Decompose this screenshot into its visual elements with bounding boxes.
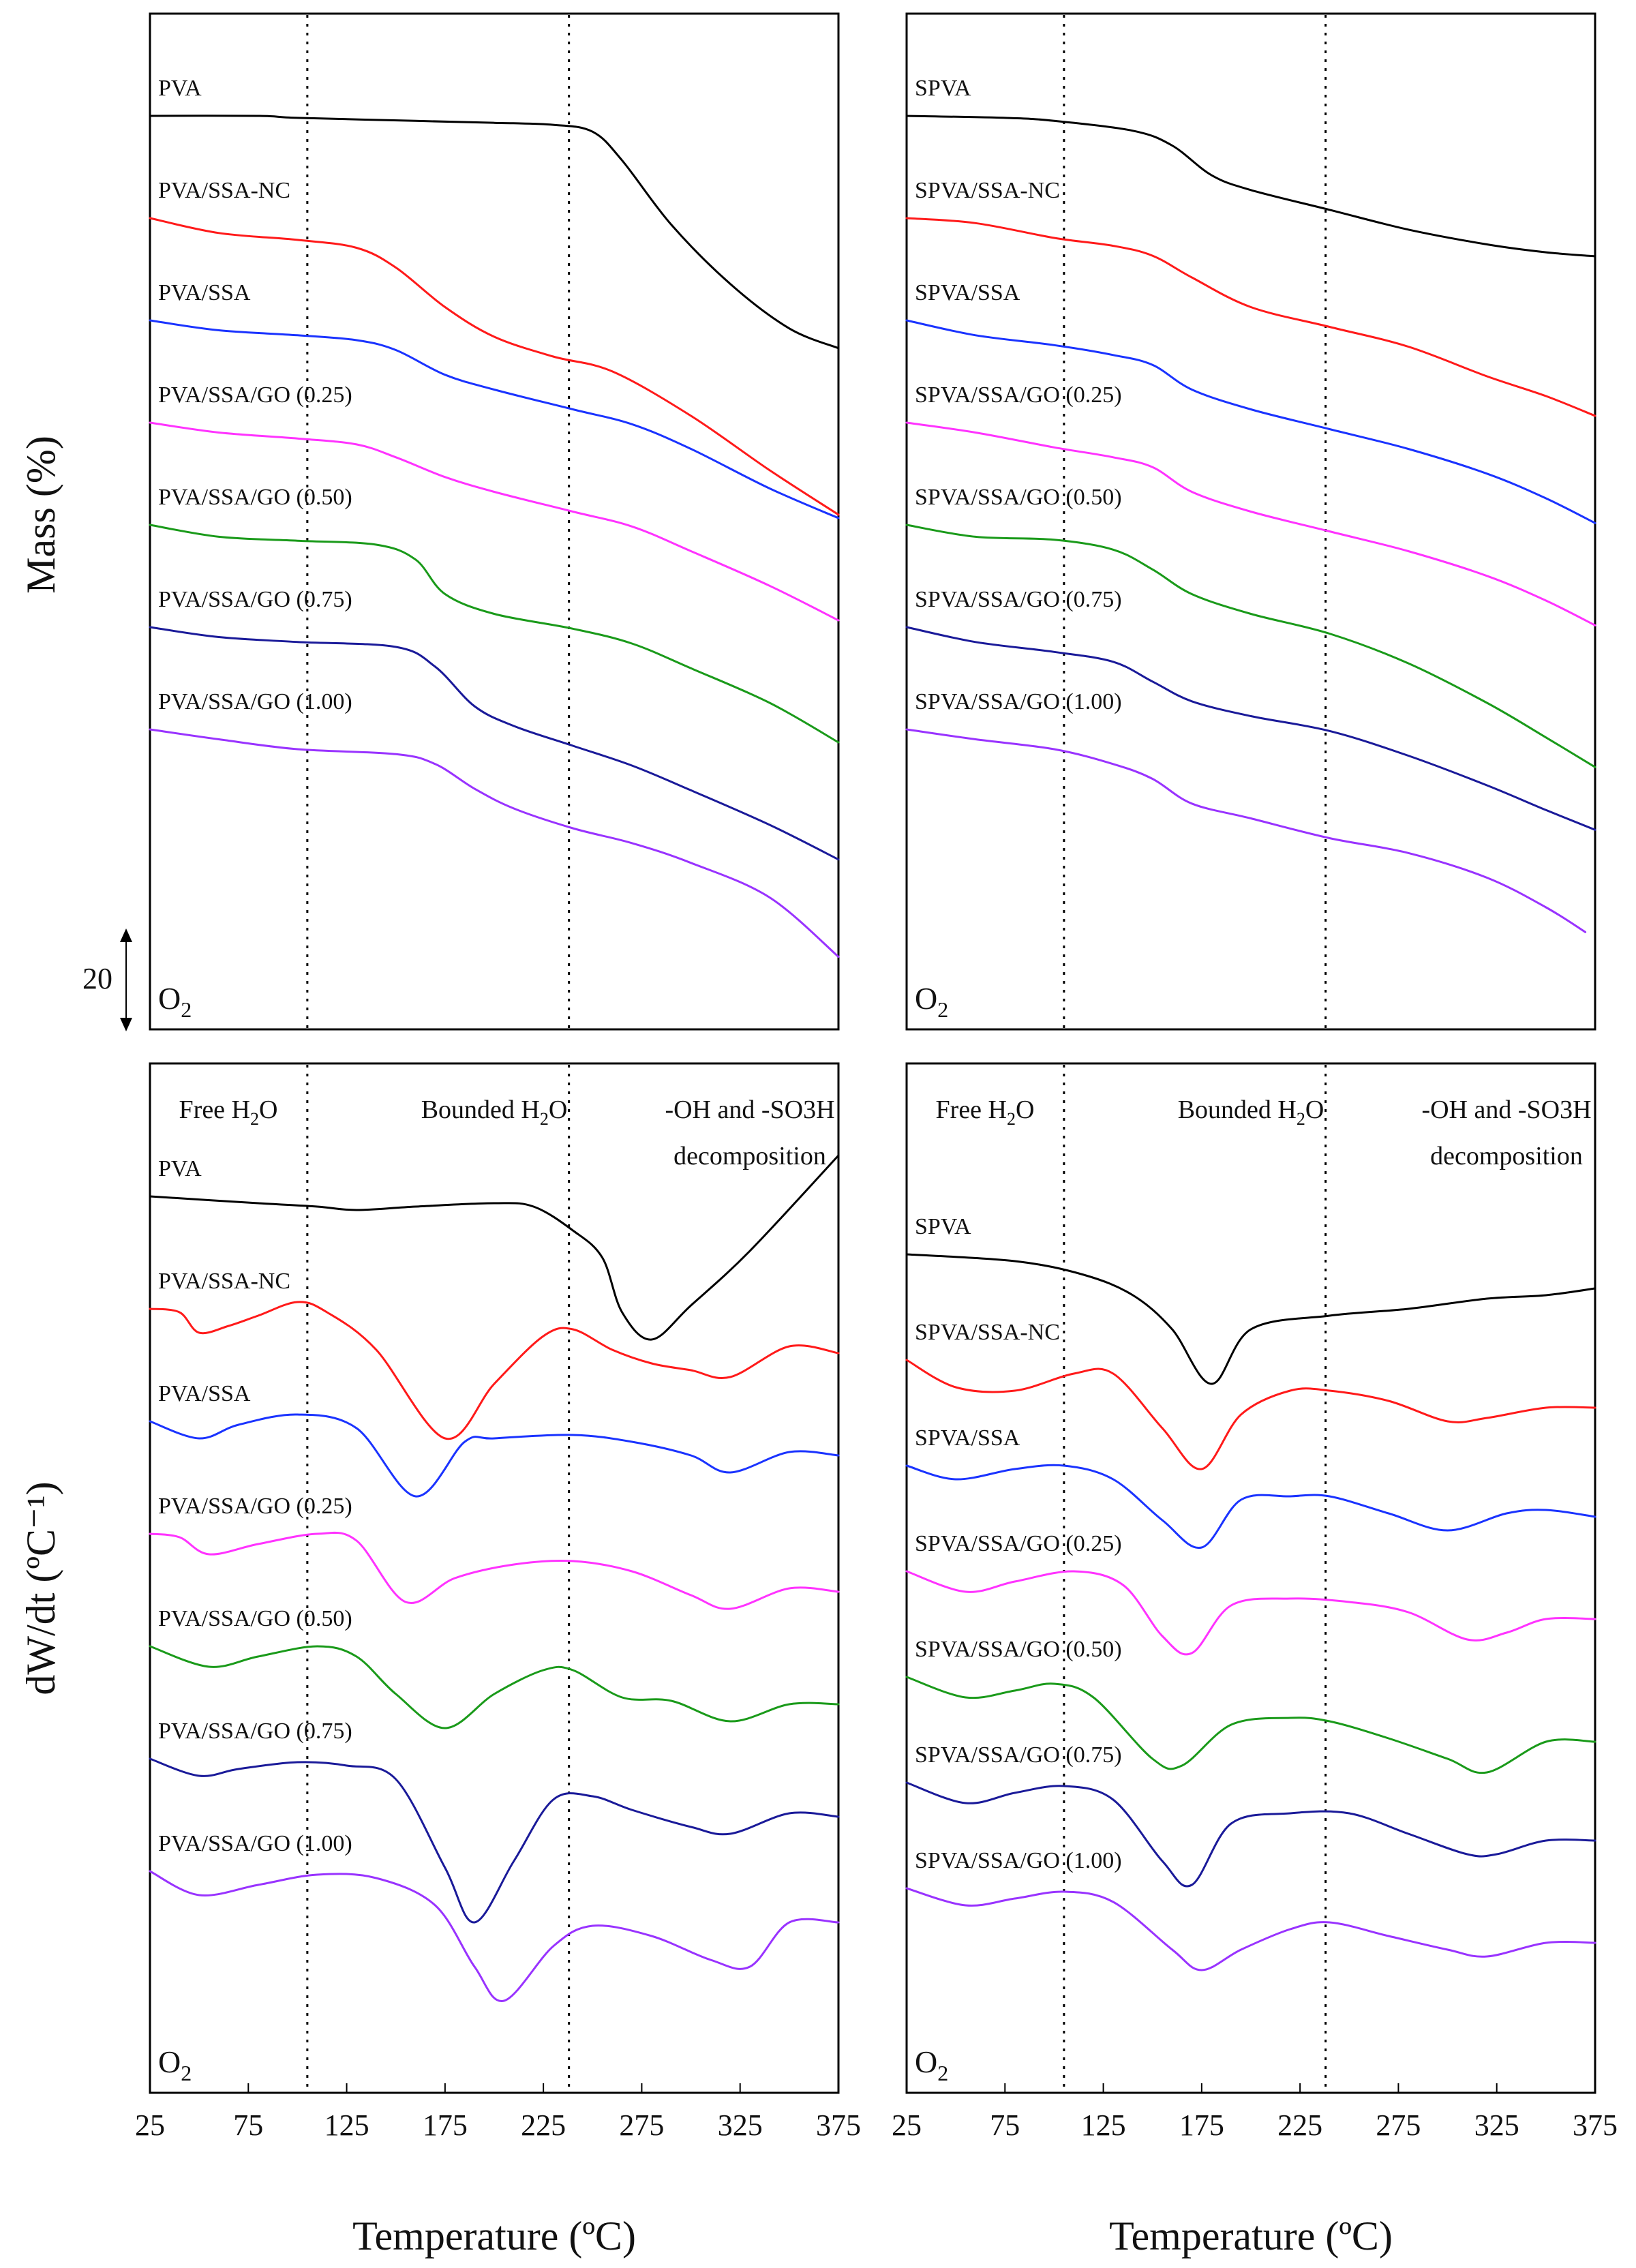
panel-frame-dtg-spva (905, 1062, 1596, 2094)
series-line-pva-ssa-go-1-00- (149, 728, 840, 958)
series-label: PVA/SSA/GO (0.50) (158, 485, 352, 510)
x-tick-label: 225 (521, 2108, 566, 2142)
atmosphere-label: O2 (158, 981, 192, 1022)
series-line-pva-ssa-go-0-25- (149, 1531, 840, 1610)
panel-frame-tga-pva (149, 12, 840, 1031)
series-line-spva-ssa-nc (905, 1359, 1596, 1470)
y-axis-title-dwdt: dW/dt (ºC⁻¹) (18, 1481, 63, 1695)
series-line-pva-ssa-go-0-25- (149, 421, 840, 622)
series-label: PVA/SSA/GO (0.75) (158, 1719, 352, 1744)
series-label: SPVA/SSA/GO (0.25) (915, 1531, 1122, 1556)
series-line-spva (905, 115, 1596, 258)
series-label: PVA/SSA-NC (158, 1269, 290, 1294)
series-label: SPVA/SSA/GO (0.50) (915, 485, 1122, 510)
series-line-spva-ssa-go-0-75- (905, 1781, 1596, 1888)
x-tick-label: 25 (892, 2108, 922, 2142)
series-label: SPVA/SSA/GO (1.00) (915, 689, 1122, 714)
series-line-pva-ssa (149, 319, 840, 519)
series-line-pva (149, 1154, 840, 1341)
series-line-spva-ssa-go-0-50- (905, 1676, 1596, 1774)
x-tick-label: 375 (816, 2108, 861, 2142)
series-label: SPVA/SSA-NC (915, 178, 1060, 203)
series-label: PVA (158, 76, 202, 101)
x-tick-label: 125 (1081, 2108, 1126, 2142)
series-line-pva-ssa-nc (149, 217, 840, 516)
x-tick-label: 75 (990, 2108, 1020, 2142)
x-axis-title-left: Temperature (ºC) (352, 2213, 636, 2258)
region-label-0: Free H2O (179, 1095, 278, 1129)
x-tick-label: 275 (1376, 2108, 1421, 2142)
series-line-spva-ssa (905, 1464, 1596, 1549)
series-label: SPVA/SSA/GO (0.75) (915, 1742, 1122, 1768)
x-tick-label: 375 (1573, 2108, 1618, 2142)
panel-dtg-pva: PVA PVA/SSA-NC PVA/SSA PVA/SSA/GO (0.25) PVA… (135, 1065, 861, 2142)
scale-bar: 20 (82, 928, 132, 1031)
x-tick-label: 175 (1179, 2108, 1224, 2142)
series-line-spva-ssa (905, 319, 1596, 524)
region-label-3: decomposition (1430, 1142, 1583, 1170)
x-tick-label: 325 (718, 2108, 763, 2142)
region-label-2: -OH and -SO3H (665, 1095, 834, 1124)
series-line-spva-ssa-go-0-50- (905, 524, 1596, 768)
y-axis-title-mass: Mass (%) (18, 436, 63, 594)
series-line-spva-ssa-nc (905, 217, 1596, 417)
series-label: PVA/SSA (158, 1381, 251, 1406)
x-tick-label: 25 (135, 2108, 165, 2142)
series-label: SPVA/SSA/GO (0.50) (915, 1637, 1122, 1662)
region-label-3: decomposition (673, 1142, 826, 1170)
x-tick-label: 75 (233, 2108, 263, 2142)
series-label: PVA/SSA/GO (0.25) (158, 382, 352, 408)
series-line-pva-ssa (149, 1413, 840, 1498)
panel-frame-dtg-pva (149, 1062, 840, 2094)
region-label-1: Bounded H2O (1178, 1095, 1324, 1129)
x-tick-label: 225 (1277, 2108, 1322, 2142)
series-label: SPVA/SSA/GO (0.25) (915, 382, 1122, 408)
series-line-spva-ssa-go-1-00- (905, 1887, 1596, 1971)
series-line-pva-ssa-nc (149, 1301, 840, 1440)
series-label: PVA/SSA/GO (0.50) (158, 1606, 352, 1631)
series-label: SPVA/SSA (915, 1425, 1020, 1451)
x-tick-label: 125 (324, 2108, 369, 2142)
series-line-pva-ssa-go-0-50- (149, 524, 840, 744)
x-tick-label: 175 (423, 2108, 468, 2142)
series-line-pva-ssa-go-0-75- (149, 1757, 840, 1924)
series-line-pva (149, 115, 840, 350)
series-label: PVA/SSA/GO (1.00) (158, 689, 352, 714)
atmosphere-label: O2 (915, 2044, 948, 2085)
series-line-spva (905, 1253, 1596, 1385)
series-line-spva-ssa-go-1-00- (905, 728, 1587, 933)
panel-dtg-spva: SPVA SPVA/SSA-NC SPVA/SSA SPVA/SSA/GO (0.25… (892, 1065, 1618, 2142)
region-label-1: Bounded H2O (421, 1095, 568, 1129)
series-line-spva-ssa-go-0-75- (905, 626, 1596, 831)
series-label: SPVA/SSA/GO (1.00) (915, 1848, 1122, 1873)
panel-tga-spva: SPVA SPVA/SSA-NC SPVA/SSA SPVA/SSA/GO (0.25… (905, 15, 1596, 1028)
series-label: SPVA (915, 1214, 971, 1239)
panel-tga-pva: PVA PVA/SSA-NC PVA/SSA PVA/SSA/GO (0.25) PVA… (149, 15, 840, 1028)
scale-bar-label: 20 (82, 962, 112, 995)
series-line-spva-ssa-go-0-25- (905, 1570, 1596, 1656)
series-line-pva-ssa-go-0-75- (149, 626, 840, 861)
series-label: PVA (158, 1156, 202, 1181)
series-label: PVA/SSA-NC (158, 178, 290, 203)
series-label: SPVA/SSA/GO (0.75) (915, 587, 1122, 612)
series-line-spva-ssa-go-0-25- (905, 421, 1596, 626)
series-label: PVA/SSA/GO (1.00) (158, 1831, 352, 1856)
series-label: PVA/SSA/GO (0.25) (158, 1494, 352, 1519)
region-label-0: Free H2O (936, 1095, 1035, 1129)
x-axis-title-right: Temperature (ºC) (1109, 2213, 1393, 2258)
atmosphere-label: O2 (158, 2044, 192, 2085)
panel-frame-tga-spva (905, 12, 1596, 1031)
region-label-2: -OH and -SO3H (1421, 1095, 1591, 1124)
series-line-pva-ssa-go-0-50- (149, 1645, 840, 1729)
x-tick-label: 325 (1474, 2108, 1519, 2142)
atmosphere-label: O2 (915, 981, 948, 1022)
series-label: PVA/SSA (158, 280, 251, 305)
series-line-pva-ssa-go-1-00- (149, 1870, 840, 2002)
series-label: PVA/SSA/GO (0.75) (158, 587, 352, 612)
series-label: SPVA/SSA-NC (915, 1320, 1060, 1345)
x-tick-label: 275 (619, 2108, 664, 2142)
series-label: SPVA/SSA (915, 280, 1020, 305)
series-label: SPVA (915, 76, 971, 101)
